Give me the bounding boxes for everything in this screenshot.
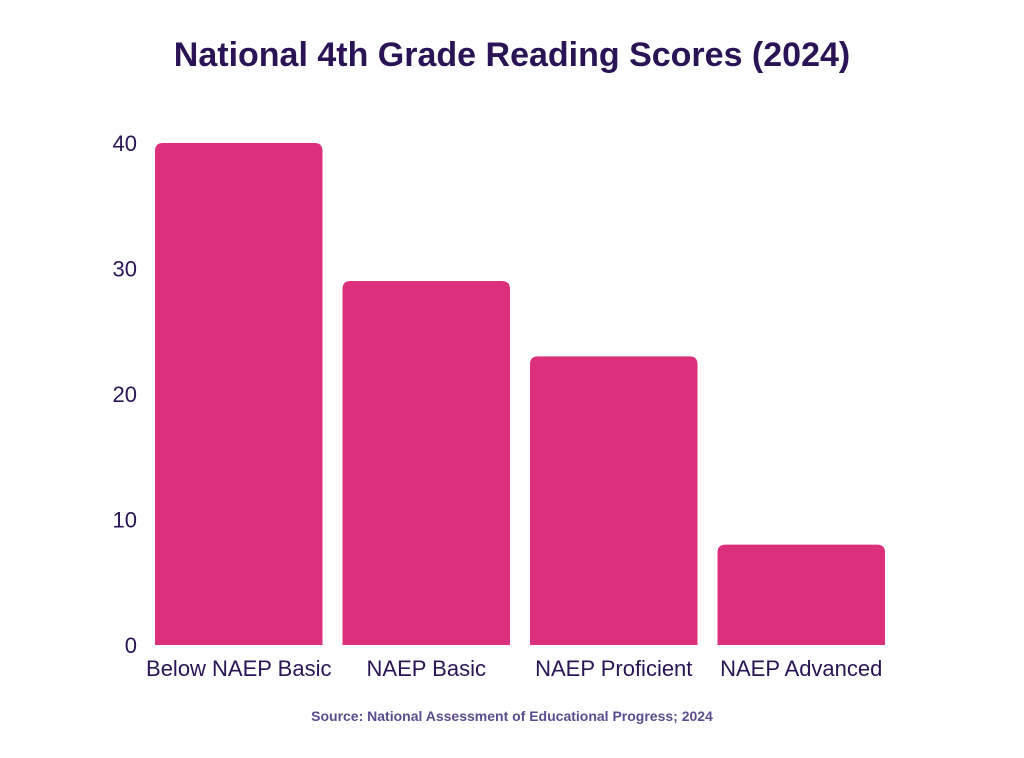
chart-source: Source: National Assessment of Education… [311, 708, 713, 724]
chart-title: National 4th Grade Reading Scores (2024) [173, 36, 851, 74]
y-tick-label: 30 [113, 257, 137, 282]
y-axis: 0 10 20 30 40 [113, 131, 137, 658]
x-axis: Below NAEP Basic NAEP Basic NAEP Proficien… [146, 656, 882, 681]
y-tick-label: 10 [113, 508, 137, 533]
bar [530, 356, 698, 645]
x-category-label: NAEP Basic [367, 656, 486, 681]
y-tick-label: 0 [125, 633, 137, 658]
bar [717, 544, 885, 645]
x-category-label: NAEP Advanced [720, 656, 882, 681]
x-category-label: NAEP Proficient [535, 656, 692, 681]
bar [155, 143, 323, 645]
bars-group [155, 143, 885, 645]
x-category-label: Below NAEP Basic [146, 656, 331, 681]
y-tick-label: 20 [113, 382, 137, 407]
y-tick-label: 40 [113, 131, 137, 156]
bar [342, 281, 510, 645]
